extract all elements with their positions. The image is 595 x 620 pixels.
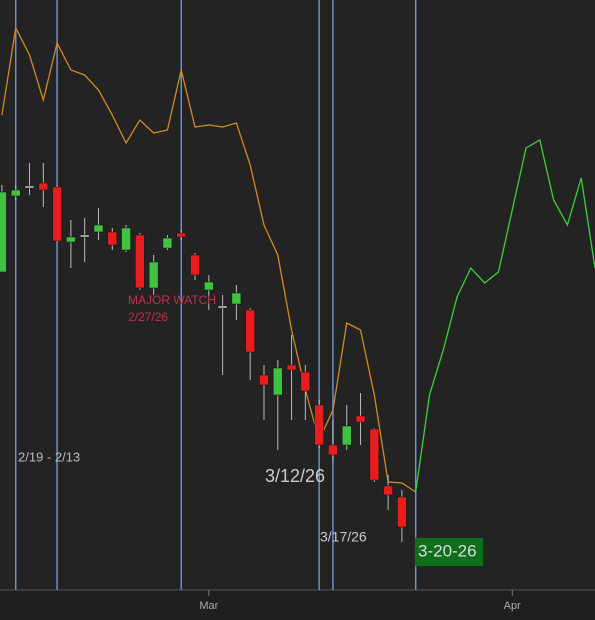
x-axis-band xyxy=(0,590,595,620)
annotation: MAJOR WATCH xyxy=(128,293,216,307)
candle-body xyxy=(273,367,283,396)
candle-body xyxy=(328,444,338,456)
candle-body xyxy=(341,425,352,446)
candle-body xyxy=(121,227,131,251)
candle-body xyxy=(231,292,242,305)
candle-body xyxy=(148,261,159,289)
candle-body xyxy=(79,234,90,238)
candle-body xyxy=(369,428,380,481)
candle-body xyxy=(314,404,324,446)
x-tick-label: Apr xyxy=(504,600,521,612)
candle-body xyxy=(355,415,366,423)
annotation-box xyxy=(415,538,483,566)
candle-body xyxy=(204,281,214,291)
candle-body xyxy=(300,371,311,392)
candle-body xyxy=(383,485,393,496)
annotation: 3/12/26 xyxy=(265,466,325,486)
candle-body xyxy=(286,364,297,371)
annotation: 2/27/26 xyxy=(128,310,168,324)
candle-body xyxy=(0,191,7,273)
x-tick-label: Mar xyxy=(199,600,218,612)
line xyxy=(415,138,595,493)
candle-body xyxy=(245,309,255,353)
candle-body xyxy=(135,234,145,289)
candle-body xyxy=(10,189,21,197)
candle-body xyxy=(107,231,118,246)
annotation: 3-20-26 xyxy=(418,541,477,560)
annotation: 3/17/26 xyxy=(320,529,367,545)
candle-body xyxy=(190,254,200,276)
candle-body xyxy=(176,232,186,238)
candle-body xyxy=(259,374,269,386)
candle-body xyxy=(397,496,407,528)
candle-body xyxy=(66,236,76,243)
candle-body xyxy=(52,186,62,242)
candle-body xyxy=(162,237,173,249)
line xyxy=(1,25,417,493)
candle-body xyxy=(24,185,35,189)
candle-body xyxy=(217,305,228,309)
annotation: 2/19 - 2/13 xyxy=(18,449,80,464)
candle-body xyxy=(38,182,49,191)
candle-body xyxy=(93,224,104,233)
